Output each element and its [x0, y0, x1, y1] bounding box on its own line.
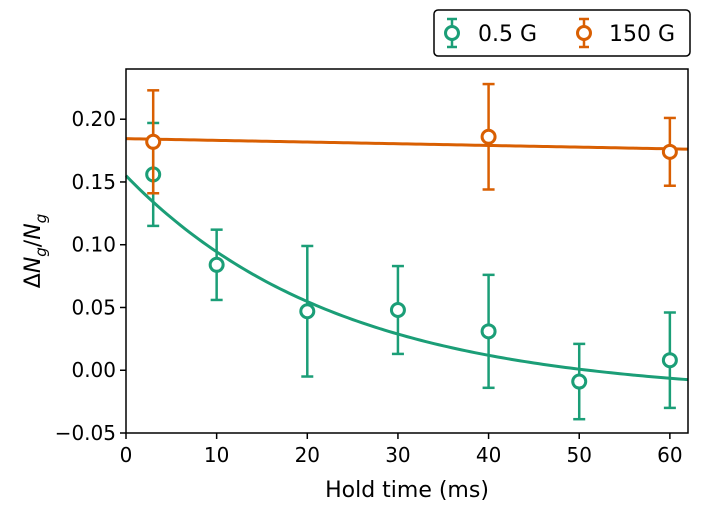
legend-circle-150-g	[576, 25, 592, 41]
y-tick-label-5: 0.20	[71, 107, 116, 131]
x-tick-label-3: 30	[385, 443, 410, 467]
marker-0-5-g-2	[299, 303, 316, 320]
marker-150-g-2	[661, 143, 678, 160]
y-label-delta: Δ	[21, 273, 46, 288]
x-tick-label-1: 10	[204, 443, 229, 467]
data-point-0-5-g-2	[299, 244, 316, 378]
fit-curve-150-g	[125, 137, 689, 151]
data-point-150-g-1	[480, 82, 497, 191]
data-point-0-5-g-1	[208, 228, 225, 302]
marker-0-5-g-4	[480, 323, 497, 340]
x-tick-label-4: 40	[476, 443, 501, 467]
y-axis-label: ΔNg/Ng	[21, 214, 50, 288]
x-tick-label-5: 50	[566, 443, 591, 467]
legend: 0.5 G 150 G	[433, 9, 691, 57]
marker-150-g-0	[145, 133, 162, 150]
x-axis-ticks: 0 10 20 30 40 50 60	[120, 433, 683, 467]
axes-frame	[125, 68, 689, 434]
data-point-150-g-0	[145, 89, 162, 195]
y-label-sub1: g	[32, 247, 50, 257]
marker-0-5-g-3	[389, 301, 406, 318]
y-label-slash: /	[21, 239, 46, 247]
data-point-0-5-g-4	[480, 273, 497, 390]
y-tick-label-4: 0.15	[71, 170, 116, 194]
plot-area	[124, 82, 689, 421]
legend-box	[433, 9, 691, 57]
legend-label-150g: 150 G	[609, 22, 675, 47]
legend-marker-0-5g	[444, 17, 460, 49]
legend-circle-0-5-g	[444, 25, 460, 41]
data-point-150-g-2	[661, 116, 678, 187]
x-tick-label-2: 20	[295, 443, 320, 467]
x-axis-label: Hold time (ms)	[325, 478, 489, 503]
y-tick-label-0: −0.05	[55, 421, 116, 445]
data-point-0-5-g-3	[389, 264, 406, 356]
y-tick-label-3: 0.10	[71, 233, 116, 257]
data-point-0-5-g-6	[661, 311, 678, 410]
legend-label-0-5g: 0.5 G	[478, 22, 537, 47]
fit-curve-0-5-g	[124, 174, 689, 382]
x-tick-label-0: 0	[120, 443, 133, 467]
y-axis-ticks: −0.05 0.00 0.05 0.10 0.15 0.20	[55, 107, 126, 445]
legend-marker-150g	[576, 17, 592, 49]
x-tick-label-6: 60	[657, 443, 682, 467]
y-label-n1: N	[21, 257, 46, 273]
marker-0-5-g-1	[208, 256, 225, 273]
y-label-n2: N	[21, 223, 46, 239]
marker-150-g-1	[480, 128, 497, 145]
y-tick-label-1: 0.00	[71, 358, 116, 382]
legend-entry-0-5g: 0.5 G	[444, 17, 537, 49]
legend-entry-150g: 150 G	[576, 17, 675, 49]
marker-0-5-g-5	[571, 373, 588, 390]
y-tick-label-2: 0.05	[71, 295, 116, 319]
data-point-0-5-g-5	[571, 342, 588, 421]
marker-0-5-g-6	[661, 352, 678, 369]
y-label-sub2: g	[32, 214, 50, 224]
